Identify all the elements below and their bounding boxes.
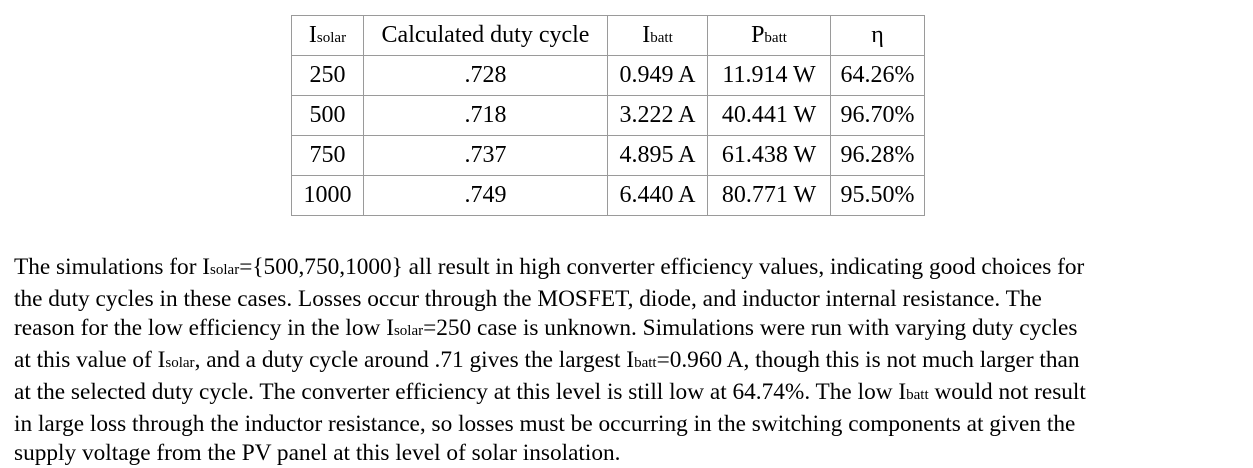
cell-isolar: 1000 [291,175,364,216]
results-table-container: Isolar Calculated duty cycle Ibatt Pbatt… [291,15,925,216]
cell-duty: .737 [363,135,608,176]
table-row: 250 .728 0.949 A 11.914 W 64.26% [291,55,925,96]
paragraph-line: at the selected duty cycle. The converte… [14,379,1086,405]
table-row: 500 .718 3.222 A 40.441 W 96.70% [291,95,925,136]
header-efficiency: η [830,15,925,56]
cell-ibatt: 4.895 A [607,135,708,176]
cell-duty: .749 [363,175,608,216]
cell-efficiency: 96.70% [830,95,925,136]
cell-pbatt: 61.438 W [707,135,831,176]
results-table: Isolar Calculated duty cycle Ibatt Pbatt… [291,15,925,216]
paragraph-line: The simulations for Isolar={500,750,1000… [14,254,1085,280]
cell-ibatt: 6.440 A [607,175,708,216]
table-row: 750 .737 4.895 A 61.438 W 96.28% [291,135,925,176]
discussion-paragraph: The simulations for Isolar={500,750,1000… [14,253,1244,468]
cell-efficiency: 64.26% [830,55,925,96]
header-ibatt: Ibatt [607,15,708,56]
header-pbatt: Pbatt [707,15,831,56]
cell-isolar: 750 [291,135,364,176]
table-row: 1000 .749 6.440 A 80.771 W 95.50% [291,175,925,216]
paragraph-line: in large loss through the inductor resis… [14,411,1076,437]
cell-isolar: 500 [291,95,364,136]
cell-ibatt: 3.222 A [607,95,708,136]
cell-pbatt: 40.441 W [707,95,831,136]
cell-efficiency: 96.28% [830,135,925,176]
cell-ibatt: 0.949 A [607,55,708,96]
paragraph-line: reason for the low efficiency in the low… [14,315,1078,341]
paragraph-line: supply voltage from the PV panel at this… [14,440,621,466]
cell-duty: .718 [363,95,608,136]
header-isolar: Isolar [291,15,364,56]
header-duty-cycle: Calculated duty cycle [363,15,608,56]
cell-isolar: 250 [291,55,364,96]
cell-pbatt: 80.771 W [707,175,831,216]
paragraph-line: at this value of Isolar, and a duty cycl… [14,347,1080,373]
paragraph-line: the duty cycles in these cases. Losses o… [14,286,1042,312]
table-header-row: Isolar Calculated duty cycle Ibatt Pbatt… [291,15,925,56]
cell-duty: .728 [363,55,608,96]
cell-pbatt: 11.914 W [707,55,831,96]
cell-efficiency: 95.50% [830,175,925,216]
